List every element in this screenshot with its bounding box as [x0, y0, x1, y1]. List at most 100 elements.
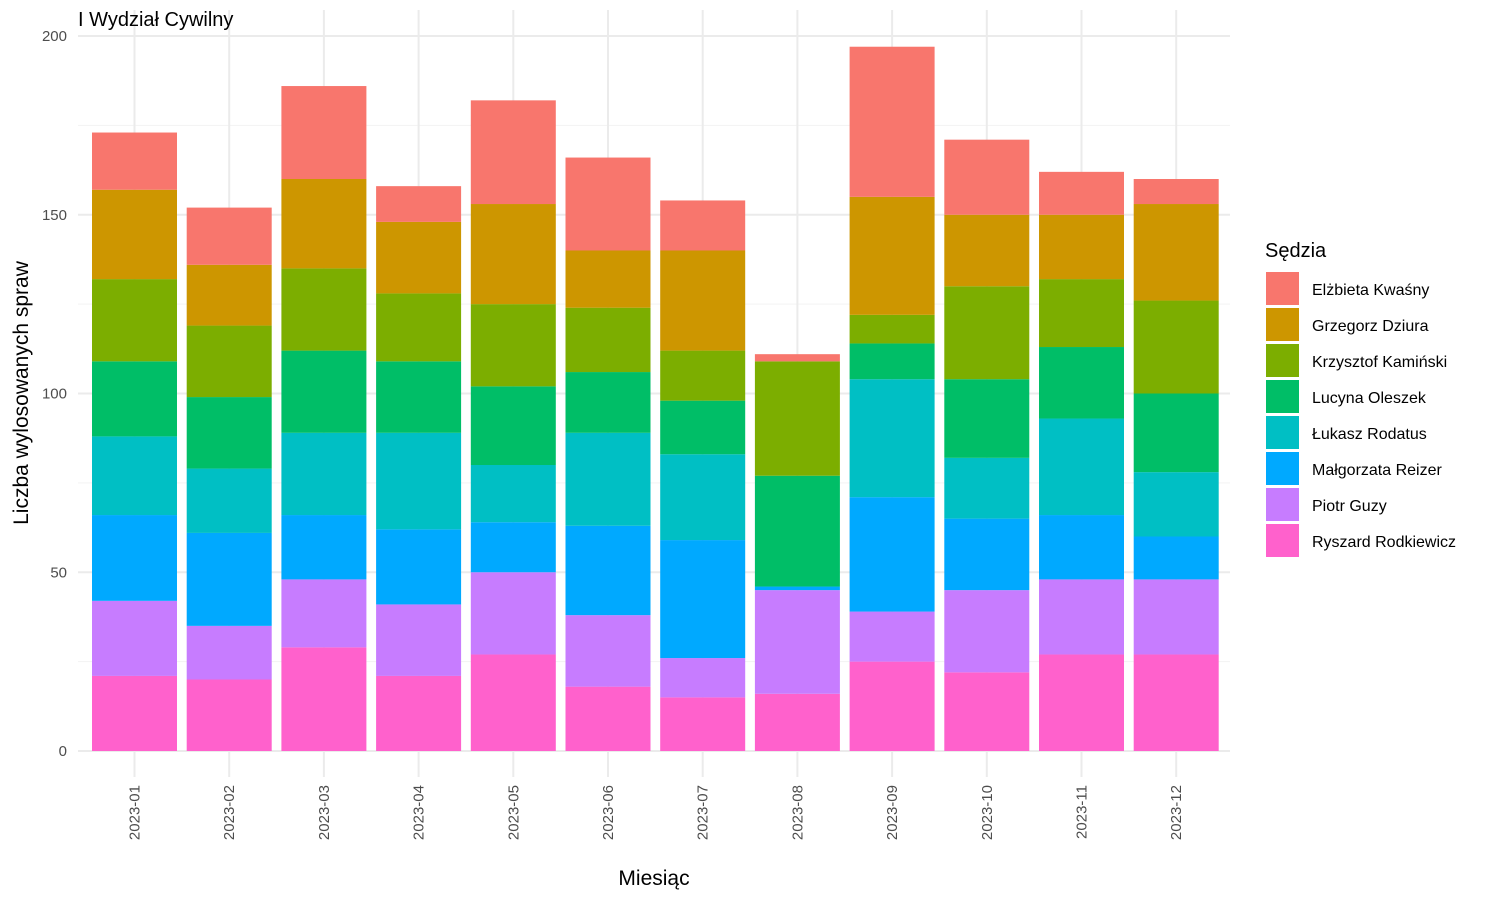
- bar-segment: [376, 675, 462, 751]
- bar-segment: [92, 279, 177, 362]
- bar-segment: [92, 600, 177, 676]
- x-axis-ticks: 2023-01 2023-02 2023-03 2023-04 2023-05 2023-…: [127, 785, 1186, 840]
- bar-segment: [565, 615, 651, 687]
- bar-segment: [849, 379, 935, 498]
- bar-segment: [376, 604, 462, 676]
- bar-segment: [849, 314, 935, 344]
- bar-segment: [92, 436, 177, 516]
- x-tick-label: 2023-12: [1168, 785, 1185, 840]
- y-tick-label: 200: [42, 28, 67, 45]
- legend-title: Sędzia: [1265, 240, 1327, 262]
- bar-segment: [186, 468, 272, 533]
- bar-segment: [186, 325, 272, 398]
- bar-segment: [660, 250, 746, 351]
- bar-segment: [660, 697, 746, 751]
- bar-segment: [1133, 654, 1219, 751]
- bar-segment: [1039, 418, 1124, 516]
- bar-segment: [186, 679, 272, 751]
- bar-segment: [186, 397, 272, 469]
- bar-segment: [470, 654, 556, 751]
- bar-segment: [944, 672, 1030, 751]
- bar-segment: [754, 361, 840, 476]
- bar-segment: [92, 361, 177, 437]
- bar-segment: [660, 658, 746, 698]
- bar-segment: [944, 518, 1030, 591]
- bar-segment: [92, 189, 177, 280]
- bar-segment: [565, 157, 651, 251]
- bars: [92, 46, 1219, 751]
- x-tick-label: 2023-01: [127, 785, 144, 840]
- bar-segment: [849, 611, 935, 662]
- bar-segment: [1039, 279, 1124, 348]
- bar-segment: [660, 400, 746, 455]
- legend-label: Elżbieta Kwaśny: [1312, 282, 1429, 299]
- bar-segment: [660, 454, 746, 541]
- bar-segment: [281, 268, 367, 351]
- bar-segment: [92, 515, 177, 601]
- bar-segment: [1133, 393, 1219, 473]
- bar-segment: [92, 132, 177, 190]
- legend-label: Ryszard Rodkiewicz: [1312, 534, 1456, 551]
- bar-segment: [1133, 579, 1219, 655]
- bar-segment: [1039, 579, 1124, 655]
- bar-segment: [470, 522, 556, 573]
- bar-segment: [376, 221, 462, 294]
- legend-key: [1266, 452, 1299, 485]
- bar-segment: [1133, 204, 1219, 301]
- bar-segment: [849, 497, 935, 612]
- bar-segment: [376, 293, 462, 362]
- bar-segment: [944, 214, 1030, 287]
- bar-segment: [470, 204, 556, 305]
- x-tick-label: 2023-09: [884, 785, 901, 840]
- bar-segment: [376, 361, 462, 433]
- bar-segment: [849, 661, 935, 751]
- bar-segment: [281, 515, 367, 580]
- legend: Sędzia Elżbieta Kwaśny Grzegorz Dziura Krz…: [1265, 240, 1456, 557]
- bar-segment: [186, 625, 272, 680]
- bar-segment: [944, 286, 1030, 380]
- bar-segment: [565, 250, 651, 308]
- bar-segment: [376, 186, 462, 222]
- bar-segment: [1133, 536, 1219, 580]
- bar-segment: [1039, 347, 1124, 419]
- bar-segment: [281, 647, 367, 751]
- bar-segment: [849, 343, 935, 380]
- bar-segment: [470, 100, 556, 205]
- y-axis-title: Liczba wylosowanych spraw: [10, 260, 33, 525]
- bar-segment: [754, 586, 840, 591]
- x-tick-label: 2023-07: [695, 785, 712, 840]
- bar-segment: [1039, 515, 1124, 580]
- bar-segment: [754, 590, 840, 694]
- bar-segment: [565, 372, 651, 433]
- x-tick-label: 2023-03: [316, 785, 333, 840]
- x-tick-label: 2023-08: [789, 785, 806, 840]
- bar-segment: [1039, 171, 1124, 215]
- bar-segment: [470, 572, 556, 655]
- legend-label: Lucyna Oleszek: [1312, 390, 1427, 407]
- bar-segment: [660, 350, 746, 401]
- bar-segment: [281, 86, 367, 179]
- bar-segment: [1133, 472, 1219, 537]
- bar-segment: [281, 432, 367, 516]
- bar-segment: [1133, 179, 1219, 205]
- y-tick-label: 100: [42, 386, 67, 403]
- bar-segment: [1133, 300, 1219, 394]
- x-tick-label: 2023-11: [1074, 785, 1091, 839]
- bar-segment: [944, 457, 1030, 519]
- bar-segment: [281, 350, 367, 433]
- bar-segment: [660, 540, 746, 659]
- bar-segment: [470, 386, 556, 465]
- x-tick-label: 2023-02: [221, 785, 238, 840]
- bar-segment: [376, 432, 462, 530]
- bar-segment: [754, 693, 840, 751]
- bar-segment: [376, 529, 462, 605]
- legend-label: Małgorzata Reizer: [1312, 462, 1443, 479]
- legend-key: [1266, 272, 1299, 305]
- y-tick-label: 150: [42, 207, 67, 224]
- bar-segment: [565, 525, 651, 616]
- bar-segment: [281, 179, 367, 269]
- bar-segment: [849, 196, 935, 315]
- x-axis-title: Miesiąc: [618, 867, 689, 890]
- bar-segment: [186, 207, 272, 265]
